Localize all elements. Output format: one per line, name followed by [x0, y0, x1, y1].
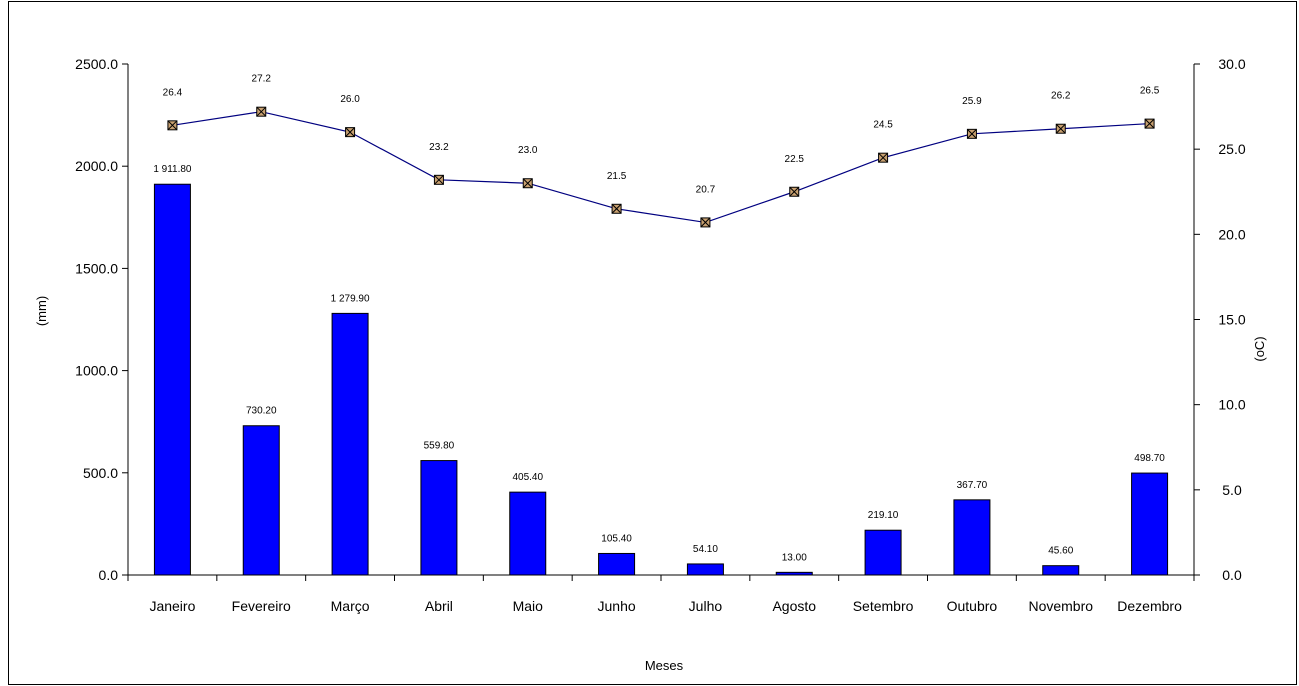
x-tick-label: Junho: [598, 598, 636, 614]
bar-data-label: 730.20: [246, 406, 277, 417]
bar-data-label: 54.10: [693, 544, 718, 555]
line-data-label: 22.5: [785, 154, 805, 165]
bar-data-label: 559.80: [424, 441, 455, 452]
temperature-line: [172, 112, 1149, 223]
bar: [510, 492, 546, 575]
line-data-label: 26.0: [340, 94, 360, 105]
y2-tick-label: 15.0: [1218, 312, 1245, 328]
line-data-label: 20.7: [696, 184, 716, 195]
line-data-label: 26.2: [1051, 91, 1071, 102]
bar: [1132, 473, 1168, 575]
y2-tick-label: 10.0: [1218, 397, 1245, 413]
bar-data-label: 1 911.80: [153, 164, 192, 175]
bar: [954, 500, 990, 575]
x-tick-label: Maio: [513, 598, 544, 614]
y2-axis-title: (oC): [1252, 336, 1267, 361]
y2-tick-label: 25.0: [1218, 141, 1245, 157]
bar: [243, 426, 279, 575]
line-data-label: 26.5: [1140, 86, 1160, 97]
bar: [332, 313, 368, 575]
y-tick-label: 2500.0: [75, 56, 118, 72]
y-tick-label: 2000.0: [75, 158, 118, 174]
bar-data-label: 498.70: [1134, 453, 1165, 464]
y-axis-title: (mm): [34, 296, 49, 326]
x-tick-label: Março: [331, 598, 370, 614]
x-tick-label: Outubro: [947, 598, 998, 614]
bar: [865, 530, 901, 575]
bar: [1043, 566, 1079, 575]
line-data-label: 25.9: [962, 96, 982, 107]
line-data-label: 23.0: [518, 145, 538, 156]
line-data-label: 23.2: [429, 142, 449, 153]
y2-tick-label: 5.0: [1222, 482, 1242, 498]
x-axis-title: Meses: [645, 658, 684, 673]
x-tick-label: Novembro: [1028, 598, 1093, 614]
bar: [154, 184, 190, 575]
chart-frame: 0.0 500.0 1000.0 1500.0 2000.0 2500.0 0.0 5.0 10…: [8, 1, 1297, 685]
bar-data-label: 367.70: [957, 480, 988, 491]
bar-data-label: 13.00: [782, 552, 807, 563]
x-tick-label: Dezembro: [1117, 598, 1182, 614]
y2-tick-label: 0.0: [1222, 567, 1242, 583]
bar-data-label: 1 279.90: [331, 293, 370, 304]
bar: [599, 553, 635, 575]
y-tick-label: 0.0: [99, 567, 119, 583]
x-tick-label: Janeiro: [149, 598, 195, 614]
y2-tick-label: 30.0: [1218, 56, 1245, 72]
x-tick-label: Fevereiro: [232, 598, 291, 614]
bar: [421, 461, 457, 575]
line-data-label: 27.2: [252, 74, 272, 85]
x-tick-label: Agosto: [772, 598, 816, 614]
bar-data-label: 105.40: [601, 533, 632, 544]
line-data-label: 24.5: [873, 120, 893, 131]
y-tick-label: 500.0: [83, 465, 118, 481]
labels-layer: 1 911.80 730.20 1 279.90 559.80 405.40 105.40…: [153, 74, 1165, 564]
bars-layer: [154, 184, 1167, 575]
x-tick-label: Setembro: [853, 598, 914, 614]
bar-data-label: 219.10: [868, 510, 899, 521]
line-data-label: 26.4: [163, 87, 183, 98]
bar: [776, 572, 812, 575]
bar: [687, 564, 723, 575]
y-tick-label: 1000.0: [75, 363, 118, 379]
y2-tick-label: 20.0: [1218, 226, 1245, 242]
y-tick-label: 1500.0: [75, 260, 118, 276]
line-data-label: 21.5: [607, 171, 627, 182]
bar-data-label: 45.60: [1048, 546, 1073, 557]
chart-svg: 0.0 500.0 1000.0 1500.0 2000.0 2500.0 0.0 5.0 10…: [9, 2, 1298, 686]
line-layer: [168, 107, 1154, 227]
bar-data-label: 405.40: [512, 472, 543, 483]
x-tick-label: Abril: [425, 598, 453, 614]
x-tick-label: Julho: [689, 598, 723, 614]
